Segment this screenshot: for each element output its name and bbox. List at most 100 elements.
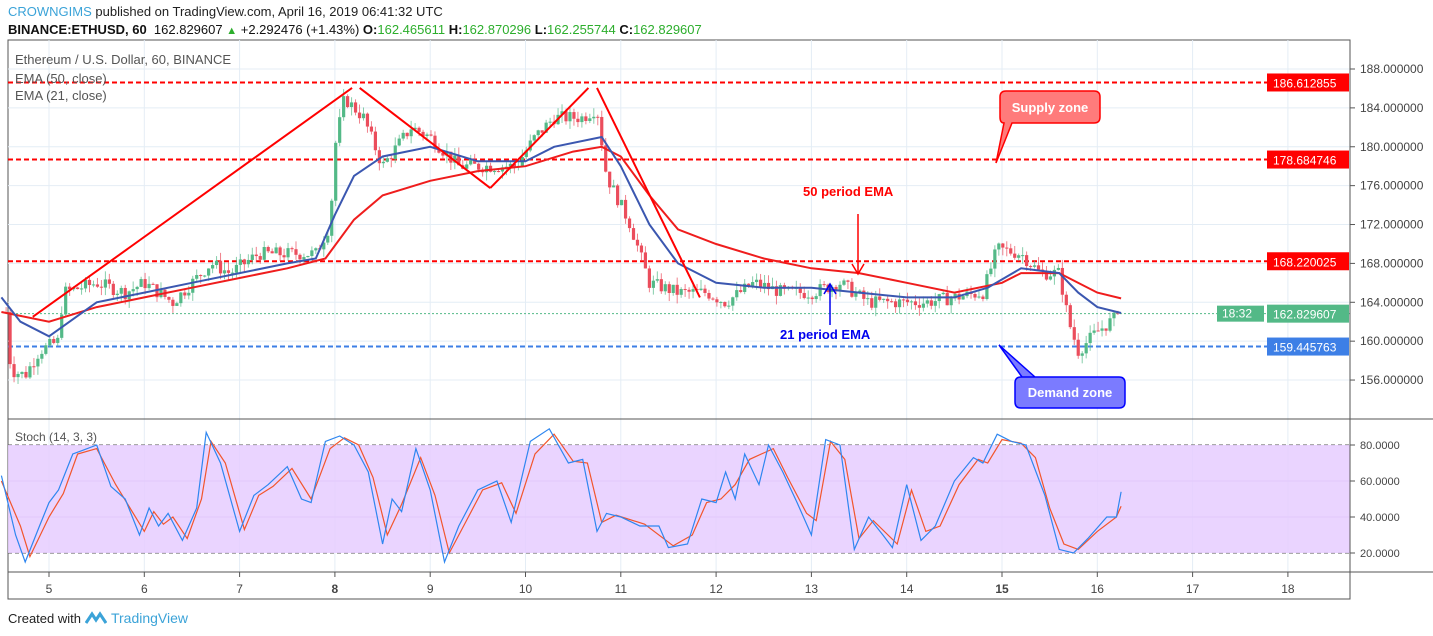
time-tick-label: 11 (615, 582, 628, 596)
candle-up (1080, 353, 1084, 356)
candle-down (143, 279, 147, 289)
candle-up (897, 299, 902, 308)
price-tick-label: 184.000000 (1360, 101, 1424, 115)
candle-up (401, 132, 405, 139)
stoch-k-line (0, 427, 1122, 565)
candle-down (623, 199, 628, 219)
candle-down (417, 127, 421, 132)
author-link[interactable]: CROWNGIMS (8, 4, 92, 19)
candle-down (1013, 253, 1017, 258)
trendline[interactable] (596, 87, 701, 298)
candle-down (1025, 255, 1029, 267)
candle-up (778, 285, 783, 296)
candle-up (1100, 328, 1104, 331)
candle-up (79, 288, 84, 290)
candle-up (568, 112, 572, 122)
candle-up (925, 300, 929, 304)
low-value: 162.255744 (547, 22, 616, 37)
price-axis[interactable]: 188.000000 184.000000 180.000000 176.000000… (1350, 62, 1424, 560)
close-value: 162.829607 (633, 22, 702, 37)
candle-down (901, 299, 906, 301)
candle-up (16, 373, 20, 378)
ema50-line[interactable] (1, 145, 1122, 323)
time-tick-label: 14 (900, 582, 914, 596)
candle-down (199, 275, 203, 277)
candle-up (842, 280, 846, 285)
candle-up (234, 264, 239, 273)
candle-up (993, 249, 997, 269)
candle-down (635, 239, 640, 246)
candle-up (338, 117, 342, 143)
candle-down (353, 102, 358, 113)
chart-title: Ethereum / U.S. Dollar, 60, BINANCE (15, 52, 231, 67)
supply-zone-callout[interactable]: Supply zone (995, 90, 1101, 164)
stoch-tick-label: 20.0000 (1360, 548, 1400, 560)
candle-up (484, 165, 489, 173)
candle-up (762, 282, 767, 287)
trendline[interactable] (359, 87, 491, 189)
price-tick-label: 164.000000 (1360, 295, 1424, 309)
candle-up (20, 371, 24, 374)
price-labels: 186.612855 178.684746 168.220025 159.445763… (1217, 73, 1349, 356)
tradingview-link[interactable]: TradingView (110, 610, 189, 626)
resistance-level-label-bg (1267, 150, 1349, 169)
last_price-level-label-bg (1267, 304, 1349, 323)
candle-down (1076, 339, 1080, 356)
candle-up (492, 171, 497, 173)
stoch-tick-label: 60.0000 (1360, 476, 1400, 488)
candle-up (941, 292, 945, 295)
trendlines[interactable] (32, 87, 701, 318)
ema50-legend[interactable]: EMA (50, close) (15, 71, 107, 86)
candle-down (1005, 247, 1009, 249)
candle-down (893, 301, 898, 308)
demand-zone-callout[interactable]: Demand zone (998, 344, 1126, 409)
ema21-legend[interactable]: EMA (21, close) (15, 88, 107, 103)
candle-down (822, 284, 826, 286)
candle-up (508, 163, 513, 167)
candle-down (75, 287, 80, 290)
candle-down (167, 296, 171, 300)
candle-down (1072, 327, 1076, 340)
candle-down (905, 299, 910, 303)
candle-down (171, 299, 175, 306)
stoch-legend[interactable]: Stoch (14, 3, 3) (15, 430, 97, 444)
candle-up (1112, 312, 1116, 319)
candle-up (147, 283, 151, 289)
candle-down (123, 287, 127, 300)
candle-down (282, 255, 286, 258)
candle-down (973, 293, 977, 298)
candle-up (679, 289, 683, 295)
candle-up (91, 284, 96, 286)
candle-up (393, 145, 397, 160)
publish-text: published on TradingView.com, April 16, … (95, 4, 443, 19)
resistance-level-label: 178.684746 (1273, 154, 1337, 168)
candle-down (365, 113, 370, 127)
time-axis[interactable]: 5 6 7 8 9 10 11 12 13 14 15 16 17 18 (46, 572, 1295, 596)
candle-up (1056, 267, 1060, 270)
candle-up (989, 268, 993, 275)
candle-down (846, 280, 850, 282)
candle-up (592, 116, 596, 119)
candle-down (723, 302, 727, 307)
last_price-level-label: 162.829607 (1273, 308, 1337, 322)
supply-zone-label: Supply zone (1012, 100, 1089, 115)
high-value: 162.870296 (462, 22, 532, 37)
price-tick-label: 156.000000 (1360, 373, 1424, 387)
candle-up (203, 275, 207, 277)
candle-up (814, 296, 818, 300)
candle-down (890, 301, 894, 303)
ema21-line[interactable] (0, 135, 1122, 338)
trendline[interactable] (489, 87, 590, 189)
candle-up (302, 257, 306, 260)
price-tick-label: 172.000000 (1360, 218, 1424, 232)
candle-down (639, 245, 644, 253)
trendline[interactable] (32, 87, 353, 318)
candle-down (945, 292, 949, 306)
candle-up (44, 345, 48, 354)
candle-up (651, 280, 655, 288)
candle-up (961, 296, 965, 300)
candle-up (469, 160, 473, 165)
candle-down (24, 371, 28, 378)
candle-up (286, 248, 290, 258)
